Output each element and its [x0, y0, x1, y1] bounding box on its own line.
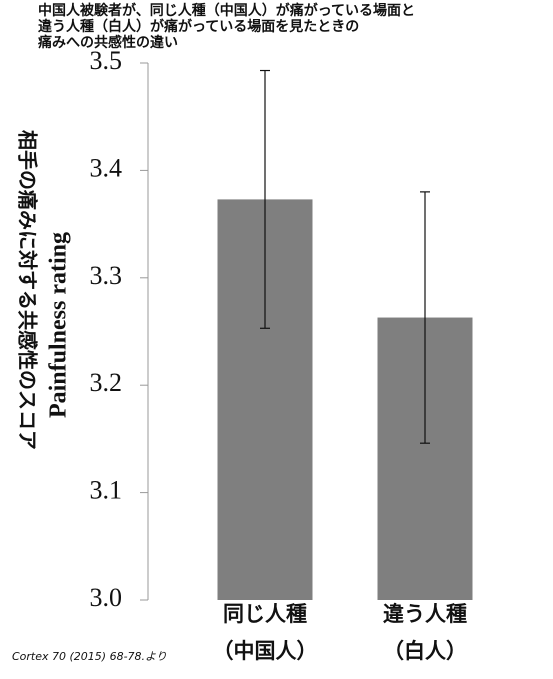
x-tick-note: （白人） — [383, 639, 467, 663]
y-tick-label: 3.4 — [90, 153, 123, 182]
x-tick-note: （中国人） — [213, 639, 318, 663]
y-tick-label: 3.2 — [90, 368, 123, 397]
y-tick-label: 3.1 — [90, 476, 123, 505]
y-tick-label: 3.3 — [90, 261, 123, 290]
y-axis-label: Painfulness rating — [46, 232, 72, 418]
y-axis-label-ja: 相手の痛みに対する共感性のスコア — [16, 130, 40, 450]
error-bar — [420, 191, 430, 444]
y-tick-label: 3.0 — [90, 583, 123, 612]
chart-title: 違う人種（白人）が痛がっている場面を見たときの — [38, 18, 359, 35]
x-tick-label: 違う人種 — [383, 602, 467, 626]
x-tick-label: 同じ人種 — [223, 602, 307, 626]
chart-title: 中国人被験者が、同じ人種（中国人）が痛がっている場面と — [38, 2, 415, 19]
source: Cortex 70 (2015) 68-78.より — [12, 650, 167, 663]
error-bar — [260, 69, 270, 329]
y-tick-label: 3.5 — [90, 46, 123, 75]
chart-title: 痛みへの共感性の違い — [37, 34, 178, 51]
